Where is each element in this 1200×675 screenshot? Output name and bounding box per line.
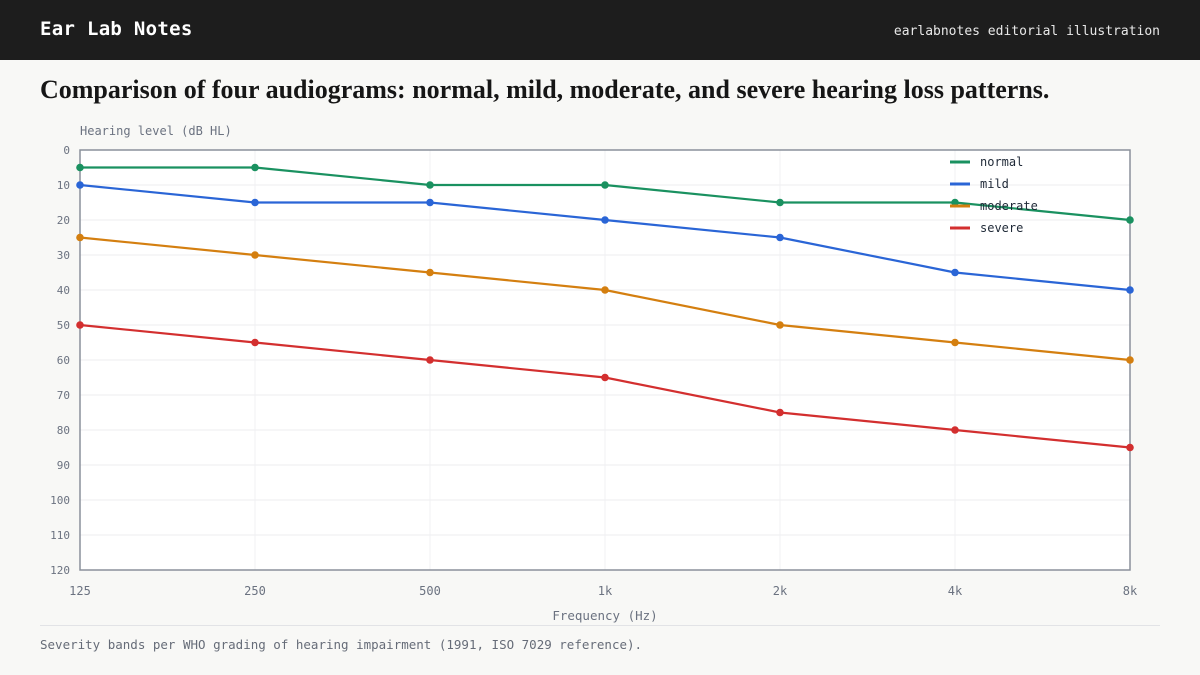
chart-title: Comparison of four audiograms: normal, m… bbox=[40, 75, 1050, 104]
data-point-normal bbox=[251, 163, 259, 172]
x-axis-label: Frequency (Hz) bbox=[552, 608, 657, 623]
data-point-mild bbox=[1126, 286, 1134, 294]
legend-label-severe: severe bbox=[980, 221, 1023, 235]
data-point-mild bbox=[76, 181, 84, 189]
data-point-severe bbox=[601, 373, 609, 382]
data-point-normal bbox=[601, 181, 609, 189]
data-point-severe bbox=[426, 356, 434, 364]
data-point-moderate bbox=[601, 286, 609, 294]
y-tick-label: 40 bbox=[57, 284, 70, 297]
x-tick-label: 1k bbox=[598, 584, 613, 598]
y-tick-label: 100 bbox=[50, 494, 70, 507]
x-tick-label: 125 bbox=[69, 584, 91, 598]
data-point-mild bbox=[251, 198, 259, 207]
data-point-normal bbox=[426, 181, 434, 189]
legend-label-moderate: moderate bbox=[980, 199, 1038, 213]
data-point-normal bbox=[76, 163, 84, 172]
data-point-mild bbox=[601, 216, 609, 224]
data-point-moderate bbox=[1126, 356, 1134, 364]
data-point-mild bbox=[776, 233, 784, 242]
data-point-severe bbox=[76, 321, 84, 329]
y-tick-label: 60 bbox=[57, 354, 70, 367]
data-point-moderate bbox=[76, 233, 84, 242]
y-axis-label: Hearing level (dB HL) bbox=[80, 124, 232, 138]
brand-name: Ear Lab Notes bbox=[40, 18, 193, 40]
x-tick-label: 2k bbox=[773, 584, 788, 598]
footer-divider bbox=[40, 625, 1160, 626]
y-tick-label: 70 bbox=[57, 389, 70, 402]
y-tick-label: 10 bbox=[57, 179, 70, 192]
x-tick-label: 4k bbox=[948, 584, 963, 598]
data-point-moderate bbox=[251, 251, 259, 259]
data-point-mild bbox=[951, 268, 959, 277]
legend-label-mild: mild bbox=[980, 177, 1009, 191]
x-tick-label: 8k bbox=[1123, 584, 1138, 598]
x-tick-label: 250 bbox=[244, 584, 266, 598]
top-bar: Ear Lab Notes earlabnotes editorial illu… bbox=[0, 0, 1200, 60]
data-point-severe bbox=[251, 338, 259, 347]
footnote: Severity bands per WHO grading of hearin… bbox=[40, 637, 643, 652]
y-tick-label: 120 bbox=[50, 564, 70, 577]
y-tick-label: 30 bbox=[57, 249, 70, 262]
legend-label-normal: normal bbox=[980, 155, 1023, 169]
y-tick-label: 110 bbox=[50, 529, 70, 542]
data-point-moderate bbox=[426, 268, 434, 277]
y-tick-label: 20 bbox=[57, 214, 70, 227]
data-point-normal bbox=[951, 198, 959, 207]
data-point-moderate bbox=[951, 338, 959, 347]
y-tick-label: 80 bbox=[57, 424, 70, 437]
y-tick-label: 0 bbox=[63, 144, 70, 157]
data-point-normal bbox=[1126, 216, 1134, 224]
y-tick-label: 50 bbox=[57, 319, 70, 332]
tagline: earlabnotes editorial illustration bbox=[893, 24, 1160, 39]
y-tick-label: 90 bbox=[57, 459, 70, 472]
data-point-severe bbox=[1126, 443, 1134, 452]
data-point-severe bbox=[951, 426, 959, 434]
x-tick-label: 500 bbox=[419, 584, 441, 598]
data-point-severe bbox=[776, 408, 784, 417]
data-point-moderate bbox=[776, 321, 784, 329]
data-point-normal bbox=[776, 198, 784, 207]
data-point-mild bbox=[426, 198, 434, 207]
